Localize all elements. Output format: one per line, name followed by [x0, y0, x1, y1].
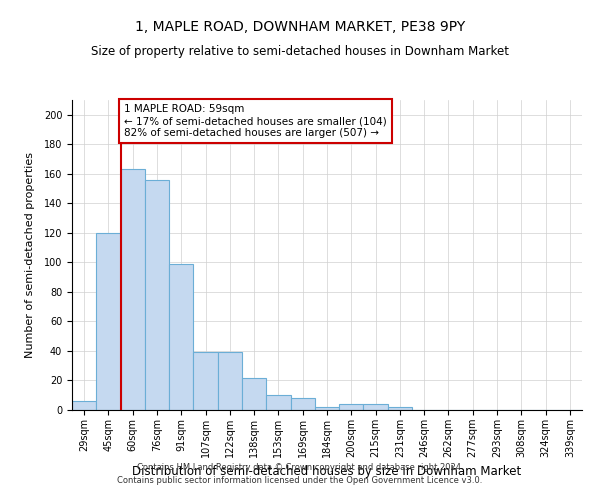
Text: 1 MAPLE ROAD: 59sqm
← 17% of semi-detached houses are smaller (104)
82% of semi-: 1 MAPLE ROAD: 59sqm ← 17% of semi-detach…: [124, 104, 387, 138]
Bar: [290, 398, 315, 410]
Bar: [315, 407, 339, 410]
Bar: [242, 378, 266, 410]
Bar: [388, 407, 412, 410]
Bar: [72, 401, 96, 410]
X-axis label: Distribution of semi-detached houses by size in Downham Market: Distribution of semi-detached houses by …: [133, 466, 521, 478]
Bar: [121, 170, 145, 410]
Text: Contains HM Land Registry data © Crown copyright and database right 2024.
Contai: Contains HM Land Registry data © Crown c…: [118, 464, 482, 485]
Bar: [364, 404, 388, 410]
Bar: [145, 180, 169, 410]
Bar: [169, 264, 193, 410]
Bar: [218, 352, 242, 410]
Bar: [96, 233, 121, 410]
Bar: [193, 352, 218, 410]
Text: Size of property relative to semi-detached houses in Downham Market: Size of property relative to semi-detach…: [91, 45, 509, 58]
Bar: [339, 404, 364, 410]
Y-axis label: Number of semi-detached properties: Number of semi-detached properties: [25, 152, 35, 358]
Text: 1, MAPLE ROAD, DOWNHAM MARKET, PE38 9PY: 1, MAPLE ROAD, DOWNHAM MARKET, PE38 9PY: [135, 20, 465, 34]
Bar: [266, 395, 290, 410]
